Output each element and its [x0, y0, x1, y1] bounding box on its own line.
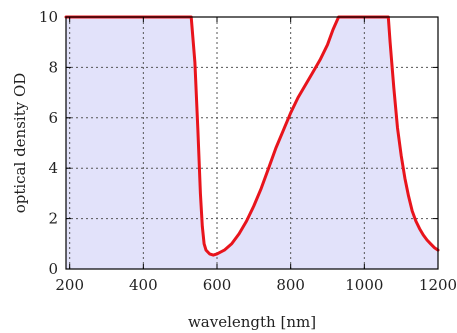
x-axis-label: wavelength [nm] [188, 313, 316, 331]
x-tick-label: 1000 [345, 276, 383, 294]
x-tick-label: 400 [129, 276, 158, 294]
absorption-fill [66, 17, 438, 269]
x-tick-label: 1200 [419, 276, 457, 294]
optical-density-line [64, 15, 440, 257]
tick-marks [66, 16, 439, 270]
x-tick-label: 800 [276, 276, 305, 294]
x-tick-label: 600 [203, 276, 232, 294]
x-tick-label: 200 [55, 276, 84, 294]
y-tick-label: 2 [48, 210, 58, 228]
y-axis-label: optical density OD [11, 73, 29, 214]
plot-frame [65, 16, 439, 270]
y-tick-label: 10 [39, 8, 58, 26]
series-line-group [64, 15, 440, 257]
y-tick-label: 8 [48, 58, 58, 76]
absorption-fill-area [66, 17, 438, 269]
grid-lines [66, 17, 438, 269]
y-tick-labels: 0 2 4 6 8 10 [39, 8, 58, 278]
y-tick-label: 0 [48, 260, 58, 278]
y-tick-label: 6 [48, 109, 58, 127]
x-tick-labels: 200 400 600 800 1000 1200 [55, 276, 457, 294]
y-tick-label: 4 [48, 159, 58, 177]
